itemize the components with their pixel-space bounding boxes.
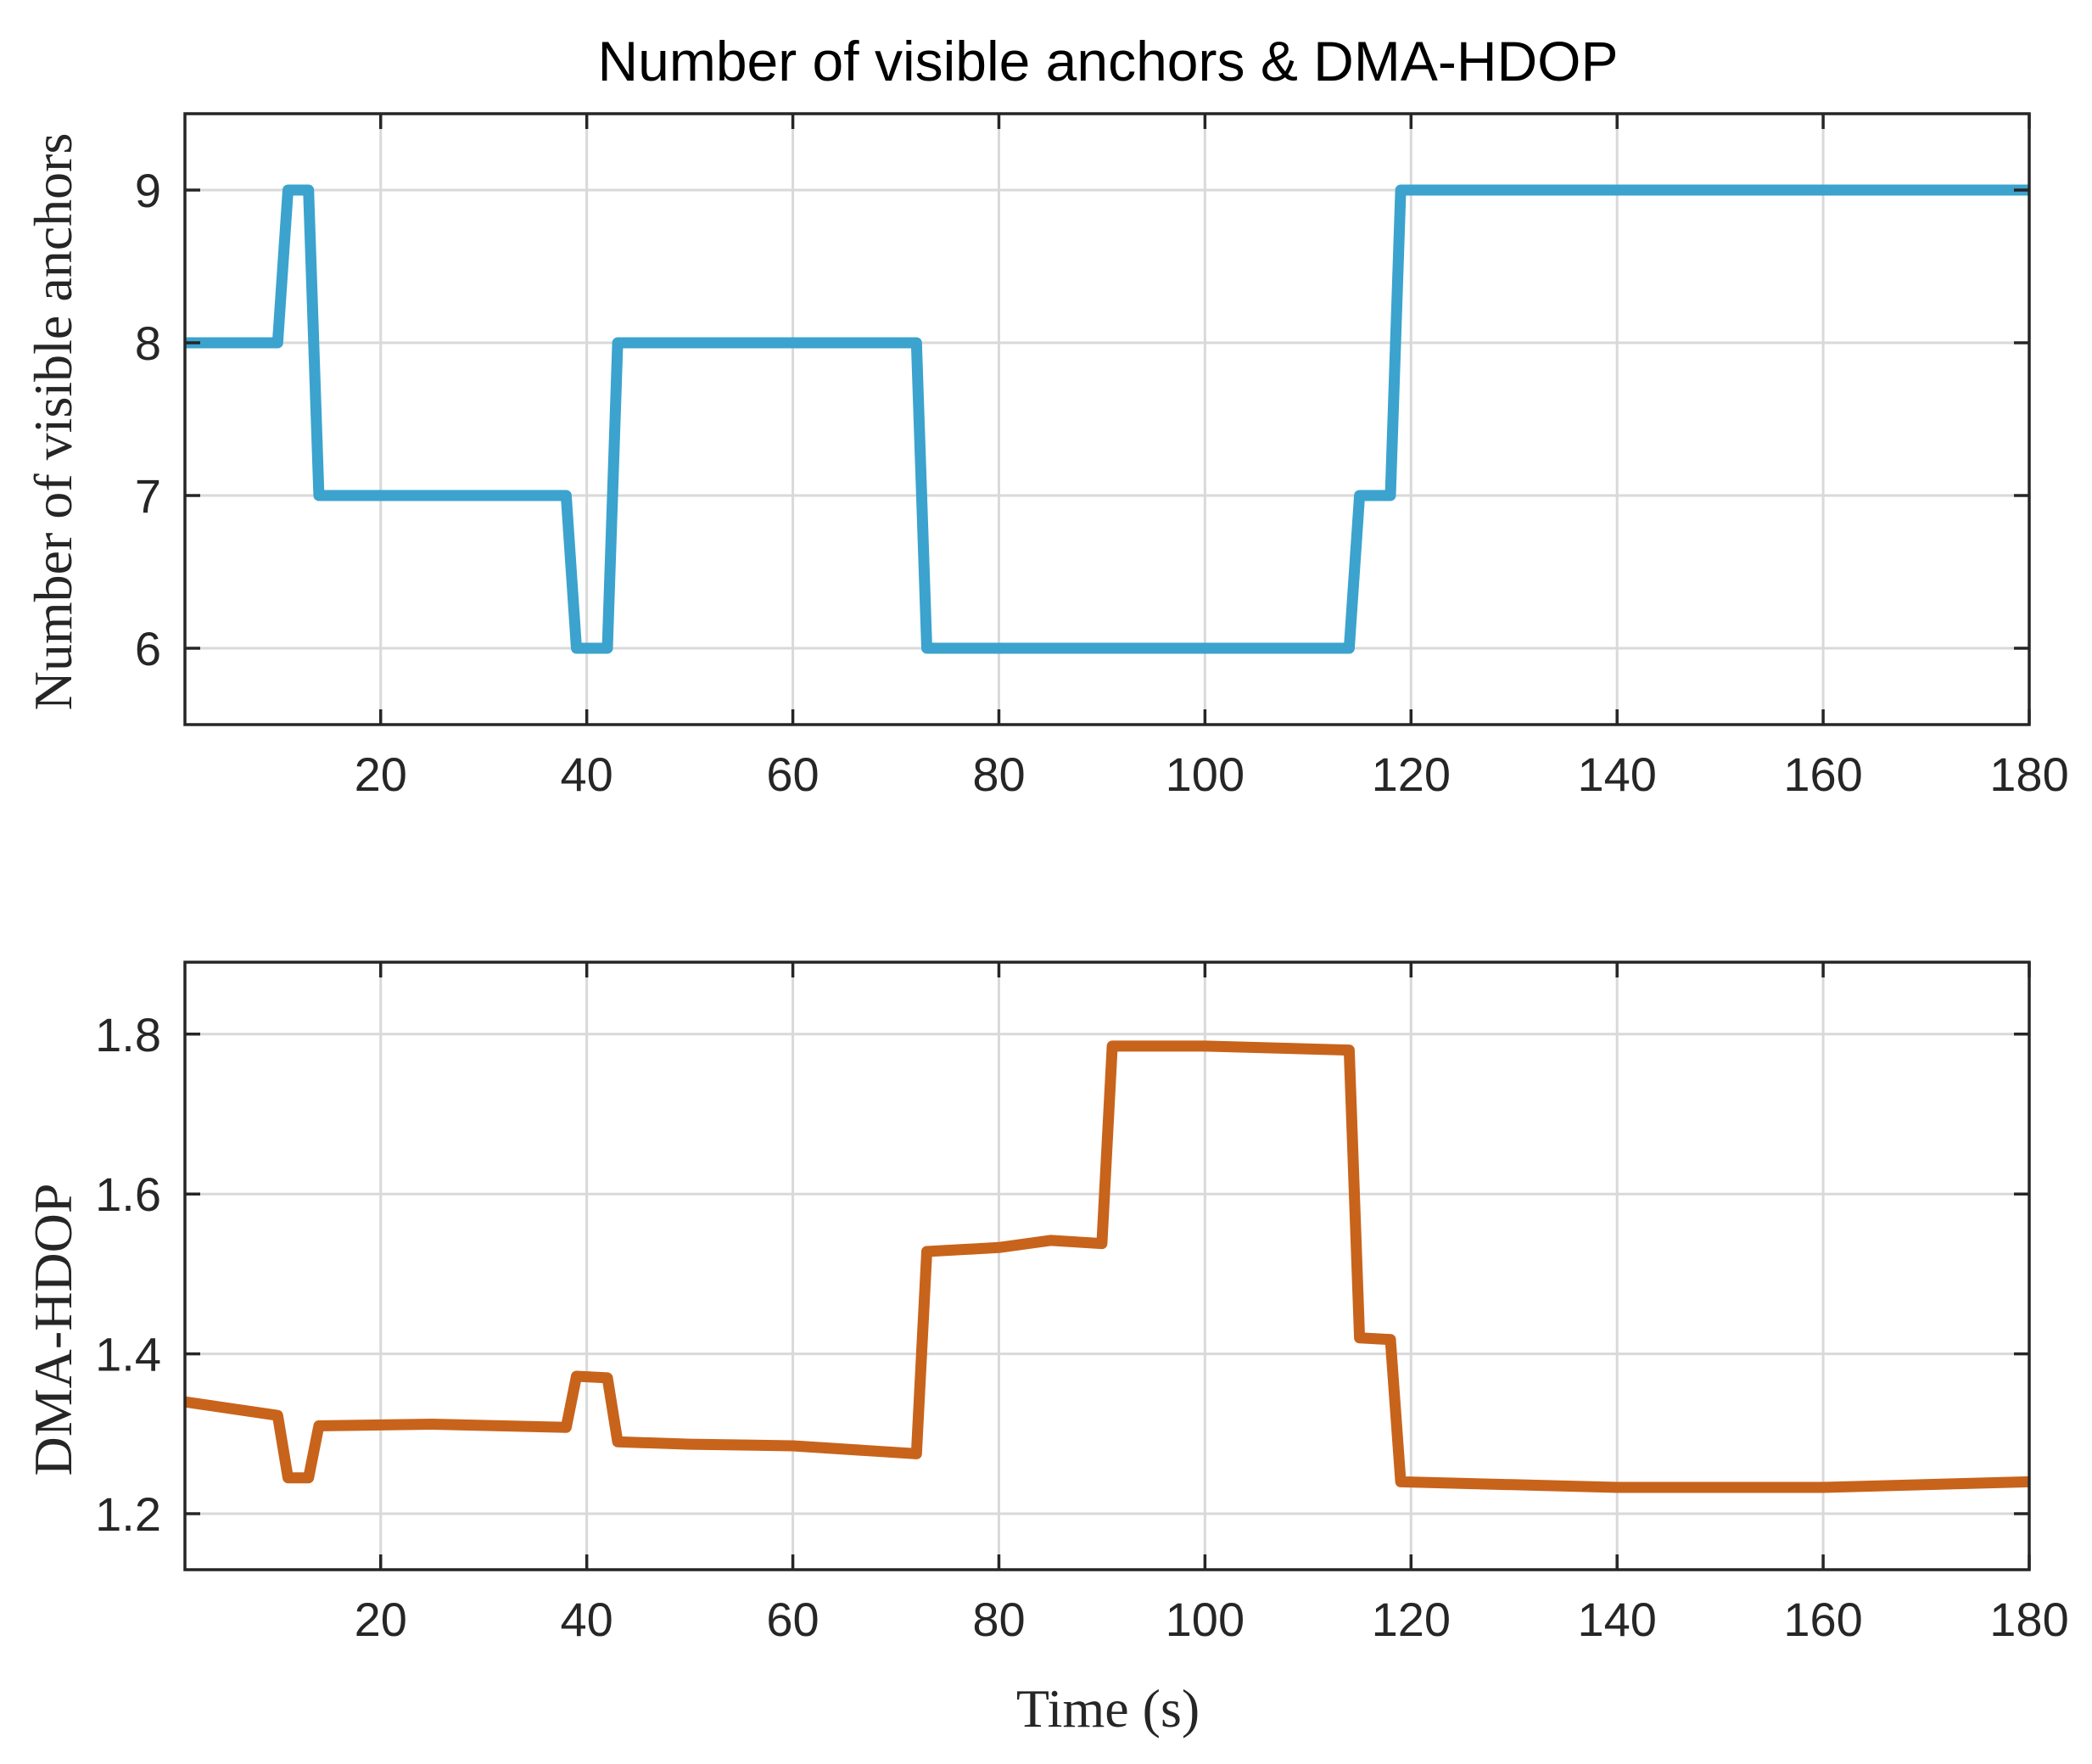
bottom-axes-frame <box>183 960 2031 1571</box>
bottom-ytick-label-1.2: 1.2 <box>95 1487 161 1541</box>
top-ytick-label-6: 6 <box>135 622 161 675</box>
bottom-xtick-label-100: 100 <box>1166 1593 1245 1646</box>
top-xtick-label-40: 40 <box>561 748 613 801</box>
bottom-xtick-label-80: 80 <box>972 1593 1025 1646</box>
bottom-ytick-label-1.4: 1.4 <box>95 1328 161 1381</box>
top-axes-frame <box>183 112 2031 726</box>
bottom-xtick-label-180: 180 <box>1989 1593 2068 1646</box>
bottom-xtick-label-140: 140 <box>1577 1593 1656 1646</box>
bottom-xtick-label-160: 160 <box>1783 1593 1862 1646</box>
top-xtick-label-20: 20 <box>355 748 407 801</box>
anchors-panel: 20 40 60 80 100 120 140 160 180 6 7 8 9 <box>135 112 2069 801</box>
bottom-y-axis-label: DMA-HDOP <box>23 1184 83 1476</box>
chart-title: Number of visible anchors & DMA-HDOP <box>597 30 1618 92</box>
top-ytick-label-9: 9 <box>135 164 161 217</box>
bottom-xtick-label-40: 40 <box>561 1593 613 1646</box>
top-y-axis-label: Number of visible anchors <box>23 133 83 711</box>
top-series-0-line <box>185 184 2029 654</box>
bottom-ytick-label-1.6: 1.6 <box>95 1168 161 1221</box>
bottom-xtick-label-120: 120 <box>1372 1593 1451 1646</box>
top-ytick-label-8: 8 <box>135 316 161 370</box>
top-xtick-label-80: 80 <box>972 748 1025 801</box>
top-ytick-label-7: 7 <box>135 469 161 523</box>
x-axis-label: Time (s) <box>1016 1678 1200 1739</box>
top-xtick-label-140: 140 <box>1577 748 1656 801</box>
bottom-series-0-line <box>184 1040 2030 1493</box>
bottom-ytick-label-1.8: 1.8 <box>95 1008 161 1061</box>
top-xtick-label-160: 160 <box>1783 748 1862 801</box>
top-xtick-label-120: 120 <box>1372 748 1451 801</box>
hdop-panel: 20 40 60 80 100 120 140 160 180 1.2 1.4 1.6 1.8 <box>95 960 2069 1646</box>
bottom-xtick-label-20: 20 <box>355 1593 407 1646</box>
top-xtick-label-100: 100 <box>1166 748 1245 801</box>
top-xtick-label-60: 60 <box>766 748 819 801</box>
top-xtick-label-180: 180 <box>1989 748 2068 801</box>
bottom-xtick-label-60: 60 <box>766 1593 819 1646</box>
